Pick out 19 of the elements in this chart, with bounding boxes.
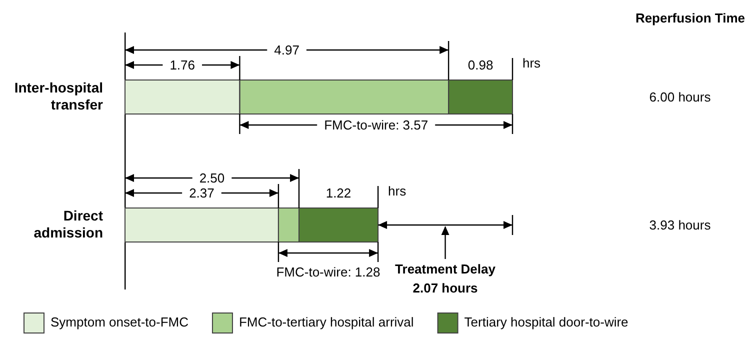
text: 3.93 hours (649, 218, 712, 232)
annotation: 1.76 (170, 58, 196, 72)
annotation: 2.50 (199, 170, 225, 186)
text: Reperfusion Time (635, 10, 745, 26)
legend-label: Tertiary hospital door-to-wire (464, 314, 628, 330)
annotation: FMC-to-wire: 1.28 (276, 264, 380, 280)
annotation: 0.98 (468, 58, 494, 72)
text: 6.00 hours (649, 90, 712, 104)
y-tick-label: Direct admission (34, 207, 104, 240)
legend-label: Symptom onset-to-FMC (50, 314, 188, 330)
annotation: 4.97 (274, 42, 300, 58)
annotation: 1.22 (326, 186, 352, 200)
annotation: 2.37 (189, 186, 214, 200)
annotation: Treatment Delay 2.07 hours (395, 262, 496, 296)
text: hrs (522, 56, 542, 70)
annotation: FMC-to-wire: 3.57 (324, 118, 428, 132)
y-tick-label: Inter-hospital transfer (14, 79, 104, 112)
legend-label: FMC-to-tertiary hospital arrival (238, 314, 414, 330)
annotation: hrs (388, 184, 407, 198)
